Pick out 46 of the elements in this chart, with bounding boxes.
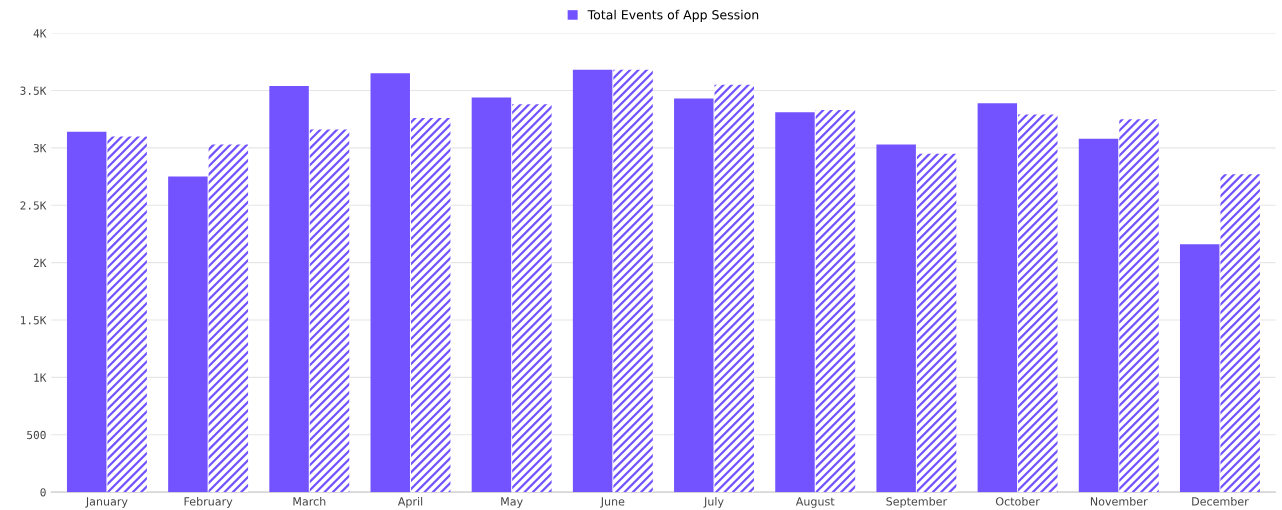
x-tick-label: July bbox=[703, 497, 724, 508]
y-tick-label: 1K bbox=[34, 373, 47, 382]
bar bbox=[977, 103, 1018, 493]
x-tick-label: November bbox=[1090, 497, 1148, 506]
y-tick-label: 1.5K bbox=[21, 316, 47, 325]
bar bbox=[1119, 119, 1159, 493]
y-tick-label: 2.5K bbox=[20, 201, 47, 210]
y-tick-label: 4K bbox=[33, 29, 47, 38]
x-tick-label: September bbox=[886, 497, 948, 508]
bar bbox=[168, 176, 208, 493]
bar bbox=[208, 144, 249, 493]
bar bbox=[674, 98, 714, 493]
x-tick-label: August bbox=[795, 497, 835, 508]
bar bbox=[1220, 174, 1260, 493]
x-tick-label: December bbox=[1192, 497, 1249, 506]
bar bbox=[1179, 244, 1220, 493]
y-tick-label: 3.5K bbox=[20, 86, 47, 95]
bar bbox=[410, 118, 451, 493]
bar bbox=[714, 84, 754, 493]
bar bbox=[370, 73, 410, 493]
bar bbox=[916, 153, 957, 493]
bar bbox=[309, 129, 350, 493]
y-tick-label: 500 bbox=[27, 430, 46, 440]
bar bbox=[572, 69, 613, 493]
y-tick-label: 3K bbox=[33, 143, 47, 153]
x-tick-label: January bbox=[85, 497, 128, 508]
x-tick-label: February bbox=[184, 497, 233, 508]
bar bbox=[107, 136, 147, 493]
x-tick-label: October bbox=[995, 497, 1040, 506]
bar bbox=[815, 110, 856, 493]
bar bbox=[471, 97, 512, 493]
bar bbox=[613, 69, 653, 493]
x-tick-label: May bbox=[501, 497, 523, 508]
bar bbox=[1018, 114, 1058, 493]
y-tick-label: 2K bbox=[33, 258, 47, 267]
x-tick-label: April bbox=[397, 497, 423, 508]
bar bbox=[512, 104, 552, 493]
bar bbox=[775, 112, 815, 493]
bar bbox=[876, 144, 916, 493]
x-tick-label: June bbox=[600, 497, 625, 508]
bar bbox=[66, 131, 107, 493]
bar bbox=[1078, 138, 1119, 493]
y-tick-label: 0 bbox=[40, 488, 46, 497]
x-tick-label: March bbox=[293, 497, 326, 506]
legend-label: Total Events of App Session bbox=[587, 9, 759, 22]
bar bbox=[269, 85, 309, 493]
